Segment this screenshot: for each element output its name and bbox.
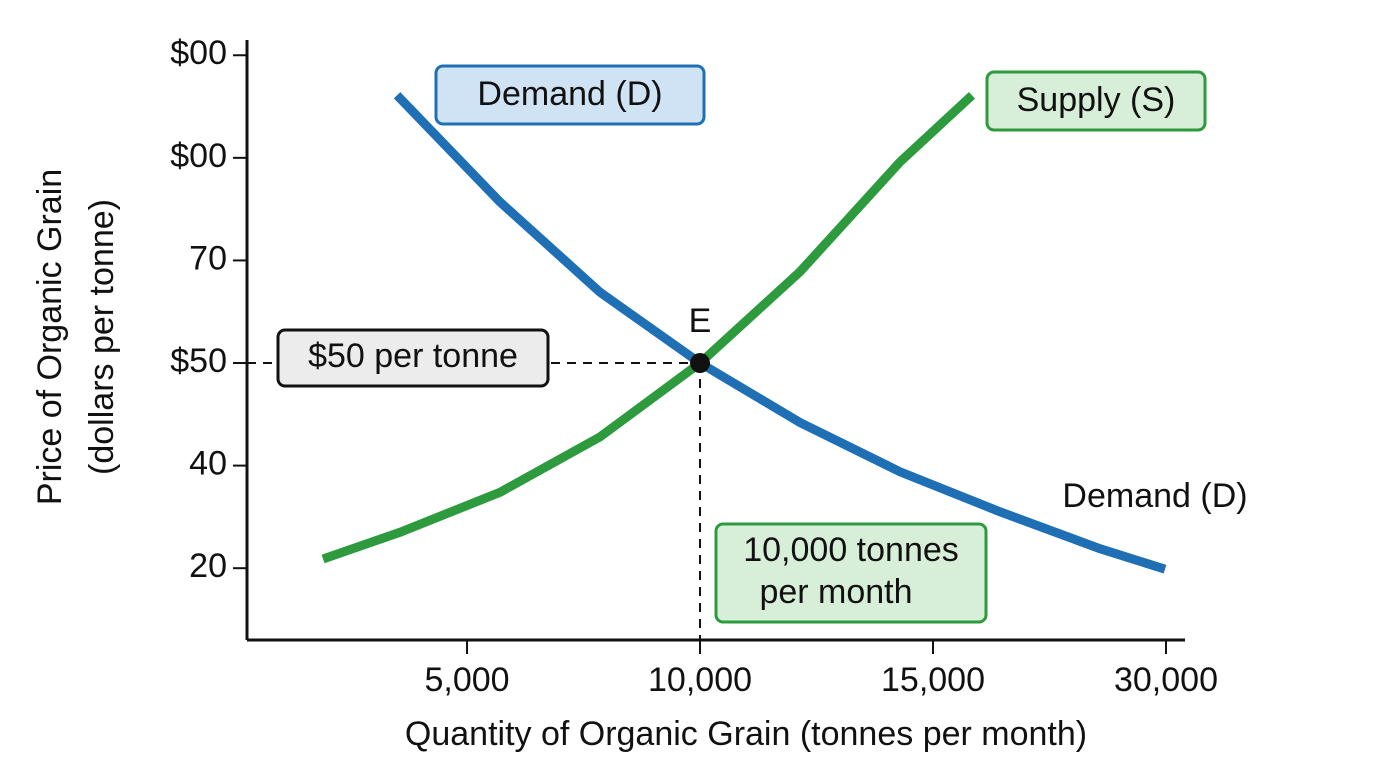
x-axis-title: Quantity of Organic Grain (tonnes per mo… (405, 715, 1087, 753)
curve (321, 91, 976, 564)
y-tick-label: $50 (170, 342, 227, 380)
y-tick-label: 20 (189, 547, 227, 585)
y-axis-title: Price of Organic Grain (31, 169, 69, 505)
quantity-box (714, 522, 988, 624)
x-tick-label: 15,000 (881, 661, 985, 699)
x-tick-label: 10,000 (648, 661, 752, 699)
equilibrium-point (690, 353, 711, 374)
supply-box (985, 70, 1207, 132)
price-box (276, 328, 550, 388)
quantity-label: 10,000 tonnes (743, 531, 959, 569)
y-tick-label: 40 (189, 445, 227, 483)
supply-label: Supply (S) (1017, 81, 1176, 119)
x-tick-label: 30,000 (1114, 661, 1218, 699)
y-tick-label: $00 (170, 137, 227, 175)
equilibrium-label: E (689, 302, 712, 340)
price-label: $50 per tonne (308, 337, 518, 375)
demand-box (434, 64, 706, 126)
quantity-label: per month (759, 573, 912, 611)
demand-label: Demand (D) (477, 75, 662, 113)
curve (393, 92, 1167, 574)
y-tick-label: $00 (170, 34, 227, 72)
y-tick-label: 70 (189, 239, 227, 277)
y-axis-title: (dollars per tonne) (83, 199, 121, 475)
x-tick-label: 5,000 (424, 661, 509, 699)
demand-label: Demand (D) (1062, 477, 1247, 515)
